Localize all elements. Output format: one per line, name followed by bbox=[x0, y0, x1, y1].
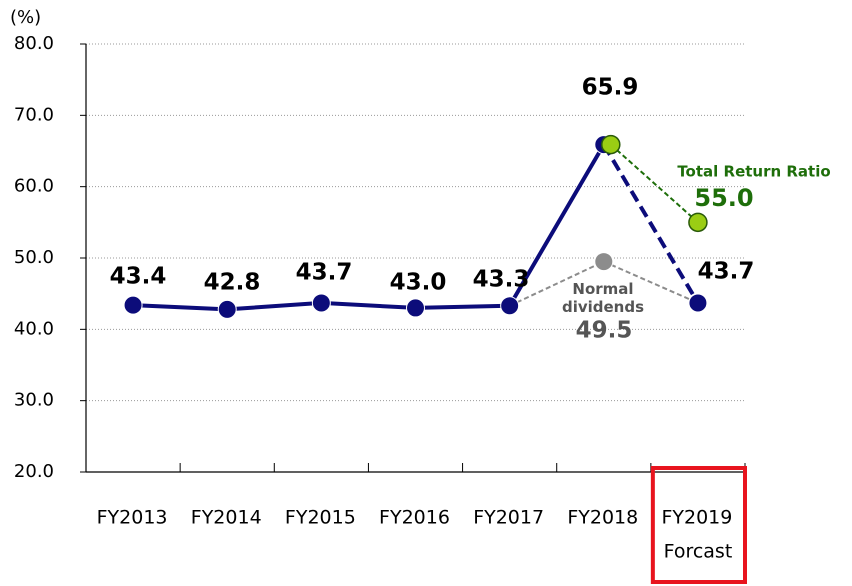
x-tick-label: FY2019 bbox=[661, 507, 732, 529]
data-label: 49.5 bbox=[576, 318, 633, 344]
series-line bbox=[132, 143, 606, 312]
data-label: 65.9 bbox=[582, 75, 639, 101]
marker bbox=[601, 134, 621, 155]
y-tick-label: 20.0 bbox=[14, 461, 54, 482]
data-label: 42.8 bbox=[204, 270, 261, 296]
x-tick-label: FY2017 bbox=[473, 507, 544, 529]
data-label: 55.0 bbox=[694, 184, 753, 212]
marker bbox=[688, 212, 708, 233]
marker bbox=[406, 298, 425, 318]
category-note: Forcast bbox=[664, 541, 733, 563]
series-name: Normal dividends bbox=[562, 280, 644, 316]
x-tick-label: FY2014 bbox=[191, 507, 262, 529]
x-tick-label: FY2016 bbox=[379, 507, 450, 529]
marker bbox=[311, 293, 331, 313]
x-tick-label: FY2013 bbox=[97, 507, 168, 529]
x-tick-label: FY2018 bbox=[567, 507, 638, 529]
y-tick-label: 40.0 bbox=[14, 318, 54, 339]
y-tick-label: 70.0 bbox=[14, 104, 54, 125]
forecast-box bbox=[650, 466, 747, 584]
y-tick-label: 60.0 bbox=[14, 176, 54, 197]
y-tick-label: 50.0 bbox=[14, 247, 54, 268]
marker bbox=[688, 293, 708, 313]
data-label: 43.7 bbox=[296, 260, 353, 286]
data-label: 43.7 bbox=[698, 259, 755, 285]
y-tick-label: 30.0 bbox=[14, 390, 54, 411]
x-tick-label: FY2015 bbox=[285, 507, 356, 529]
y-tick-label: 80.0 bbox=[14, 33, 54, 54]
series-line bbox=[610, 143, 699, 224]
series-name: Total Return Ratio bbox=[677, 163, 830, 181]
y-unit-label: (%) bbox=[10, 7, 41, 28]
marker bbox=[217, 299, 237, 319]
marker bbox=[500, 296, 520, 316]
marker bbox=[123, 295, 143, 315]
series-line bbox=[602, 143, 700, 304]
marker bbox=[594, 252, 614, 272]
data-label: 43.4 bbox=[110, 264, 167, 290]
data-label: 43.3 bbox=[473, 267, 530, 293]
data-label: 43.0 bbox=[390, 270, 447, 296]
